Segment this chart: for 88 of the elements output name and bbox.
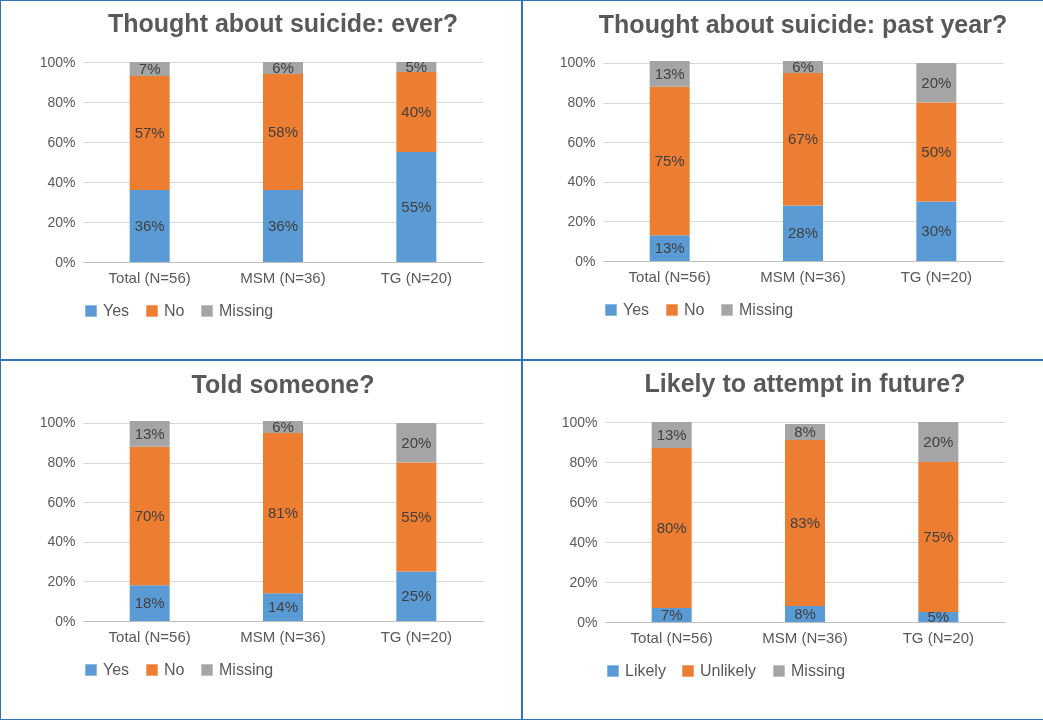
data-label: 6%	[791, 57, 814, 75]
data-label: 5%	[927, 608, 950, 625]
y-tick-label: 20%	[569, 573, 598, 590]
data-label: 18%	[134, 594, 165, 612]
data-label: 20%	[920, 73, 951, 91]
data-label: 8%	[794, 423, 816, 440]
data-label: 6%	[272, 59, 294, 76]
x-tick-label: MSM (N=36)	[762, 628, 848, 646]
y-tick-label: 60%	[566, 133, 595, 150]
data-label: 58%	[267, 123, 299, 140]
chart-title: Thought about suicide: ever?	[107, 9, 459, 37]
data-label: 67%	[787, 130, 818, 148]
chart-title: Thought about suicide: past year?	[598, 9, 1007, 38]
y-tick-label: 20%	[566, 212, 595, 229]
legend-label: No	[164, 302, 185, 319]
data-label: 8%	[794, 605, 816, 622]
y-tick-label: 40%	[47, 173, 76, 190]
data-label: 25%	[401, 587, 432, 605]
data-label: 7%	[138, 60, 161, 77]
data-label: 28%	[787, 224, 818, 242]
y-tick-label: 60%	[47, 133, 76, 150]
y-tick-label: 100%	[561, 413, 598, 430]
data-label: 75%	[654, 152, 685, 169]
data-label: 13%	[654, 64, 685, 82]
y-tick-label: 60%	[47, 493, 76, 510]
legend-label: Missing	[738, 301, 793, 318]
chart-title: Likely to attempt in future?	[644, 369, 966, 397]
legend-label: Yes	[103, 302, 130, 319]
y-tick-label: 40%	[47, 533, 76, 550]
x-tick-label: Total (N=56)	[628, 267, 711, 285]
y-tick-label: 40%	[566, 173, 595, 190]
y-tick-label: 100%	[39, 414, 76, 431]
x-tick-label: MSM (N=36)	[759, 267, 846, 285]
y-tick-label: 0%	[55, 612, 76, 629]
data-label: 55%	[401, 198, 432, 215]
y-tick-label: 80%	[569, 453, 598, 470]
data-label: 13%	[656, 426, 687, 443]
legend-label: Yes	[103, 661, 130, 678]
data-label: 75%	[923, 528, 954, 545]
x-tick-label: MSM (N=36)	[240, 268, 326, 286]
y-tick-label: 40%	[569, 533, 598, 550]
legend-label: Missing	[791, 662, 846, 679]
data-label: 14%	[267, 598, 299, 616]
y-tick-label: 80%	[47, 93, 76, 110]
data-label: 13%	[134, 424, 165, 442]
x-tick-label: TG (N=20)	[900, 267, 972, 285]
y-tick-label: 0%	[574, 252, 595, 269]
legend-label: Missing	[219, 302, 274, 319]
data-label: 55%	[401, 508, 432, 526]
x-tick-label: Total (N=56)	[630, 628, 713, 646]
data-label: 36%	[267, 217, 299, 234]
y-tick-label: 60%	[569, 493, 598, 510]
legend-label: Unlikely	[700, 662, 757, 679]
x-tick-label: TG (N=20)	[380, 627, 452, 645]
data-label: 36%	[134, 217, 165, 234]
x-tick-label: MSM (N=36)	[240, 627, 326, 645]
data-label: 5%	[405, 58, 428, 75]
data-label: 30%	[920, 222, 951, 240]
x-tick-label: TG (N=20)	[902, 628, 974, 646]
y-tick-label: 100%	[39, 53, 76, 70]
x-tick-label: TG (N=20)	[380, 268, 452, 286]
y-tick-label: 20%	[47, 572, 76, 589]
data-label: 20%	[923, 433, 954, 450]
data-label: 20%	[401, 433, 432, 451]
y-tick-label: 0%	[577, 613, 598, 630]
chart-title: Told someone?	[191, 369, 375, 398]
data-label: 7%	[660, 606, 683, 623]
legend-label: No	[683, 301, 705, 318]
data-label: 81%	[267, 504, 299, 522]
data-label: 80%	[656, 519, 687, 536]
data-label: 13%	[654, 239, 685, 257]
legend-label: Missing	[219, 661, 274, 678]
data-label: 57%	[134, 124, 165, 141]
x-tick-label: Total (N=56)	[108, 627, 191, 645]
data-label: 50%	[920, 143, 951, 161]
y-tick-label: 80%	[566, 94, 595, 111]
legend-label: No	[164, 661, 185, 678]
y-tick-label: 0%	[55, 253, 76, 270]
y-tick-label: 100%	[559, 54, 595, 71]
data-label: 83%	[789, 514, 821, 531]
data-label: 70%	[134, 507, 165, 525]
data-label: 40%	[401, 103, 432, 120]
data-label: 6%	[272, 417, 294, 435]
x-tick-label: Total (N=56)	[108, 268, 191, 286]
y-tick-label: 20%	[47, 213, 76, 230]
legend-label: Yes	[622, 301, 649, 318]
y-tick-label: 80%	[47, 454, 76, 471]
legend-label: Likely	[625, 662, 666, 679]
